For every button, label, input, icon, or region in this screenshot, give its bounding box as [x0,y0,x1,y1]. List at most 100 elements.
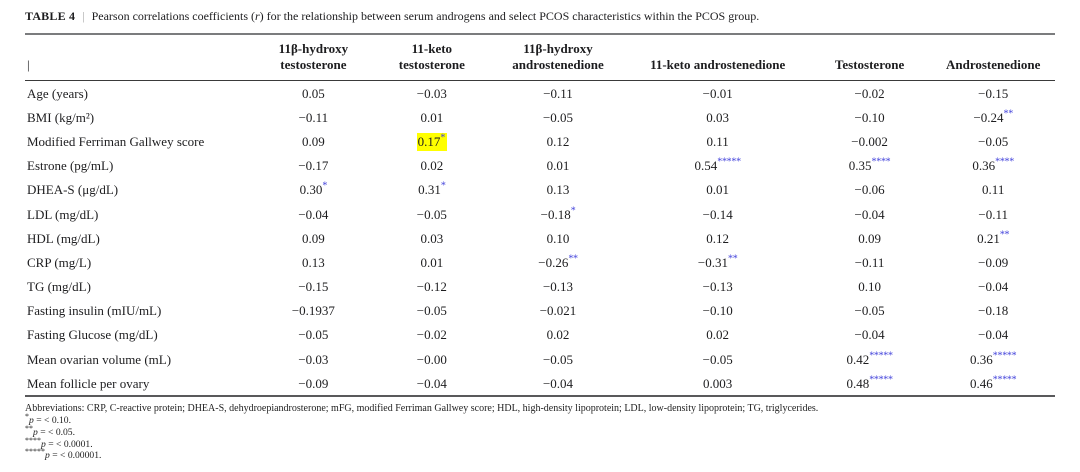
header-row: | 11β-hydroxy testosterone 11-keto testos… [25,34,1055,81]
table-cell: −0.13 [702,279,733,295]
table-cell: −0.002 [851,133,888,149]
table-cell: −0.26** [538,253,578,270]
column-header: 11β-hydroxy testosterone [278,41,349,72]
table-cell: −0.04 [978,279,1009,295]
row-label: DHEA-S (μg/dL) [27,182,119,198]
significance-asterisks: ** [1003,108,1014,120]
table-row: LDL (mg/dL) −0.04 −0.05 −0.18* −0.14 −0.04 −0.… [25,202,1055,226]
table-cell: 0.10 [546,230,570,246]
table-cell: −0.01 [702,85,733,101]
significance-asterisks: ***** [992,350,1017,362]
table-row: DHEA-S (μg/dL) 0.30* 0.31* 0.13 0.01 −0.06 0.1… [25,178,1055,202]
table-cell: −0.12 [416,279,447,295]
table-row: Mean ovarian volume (mL) −0.03 −0.00 −0.05 −… [25,347,1055,371]
row-label: TG (mg/dL) [27,279,91,295]
significance-asterisks: **** [995,156,1014,168]
table-cell: −0.11 [854,254,885,270]
table-cell: −0.10 [854,109,885,125]
table-cell: −0.05 [854,303,885,319]
table-cell: −0.09 [298,375,329,391]
significance-notes: *p = < 0.10. **p = < 0.05. ****p = < 0.000… [25,412,1055,462]
significance-asterisks: ***** [869,350,893,362]
table-cell: 0.36**** [972,156,1014,174]
column-header: 11β-hydroxy androstenedione [512,41,604,72]
row-label: Mean ovarian volume (mL) [27,351,172,367]
table-cell: −0.05 [416,206,447,222]
table-cell: −0.00 [416,351,447,367]
table-cell: 0.01 [546,158,570,174]
significance-note: *****p = < 0.00001. [25,447,102,462]
significance-asterisks: **** [871,156,891,168]
table-cell: −0.021 [539,303,577,319]
footnotes: Abbreviations: CRP, C-reactive protein; … [25,402,1055,461]
significance-asterisks: * [440,181,446,193]
significance-note: *p = < 0.10. [25,412,72,427]
table-cell: 0.02 [706,327,730,343]
table-row: HDL (mg/dL) 0.09 0.03 0.10 0.12 0.09 0.21** [25,226,1055,250]
table-cell: 0.12 [706,230,730,246]
corner-header: | [27,57,30,72]
table-cell: −0.04 [854,206,885,222]
table-cell: 0.09 [858,230,881,246]
table-cell: 0.30* [299,181,328,198]
table-cell: −0.05 [298,327,329,343]
table-cell: −0.18 [978,303,1009,319]
table-cell: −0.11 [543,85,573,101]
row-label: Estrone (pg/mL) [27,158,114,174]
table-cell: 0.35**** [848,156,891,174]
table-cell: −0.09 [978,254,1009,270]
significance-asterisks: * [322,181,328,193]
table-cell: −0.02 [416,327,447,343]
table-cell: −0.18* [540,205,576,222]
table-cell: −0.04 [854,327,885,343]
table-cell: −0.04 [978,327,1009,343]
row-label: CRP (mg/L) [27,254,92,270]
table-cell: −0.24** [973,108,1014,125]
table-title: TABLE 4 | Pearson correlations coefficient… [25,9,1055,24]
significance-note: ****p = < 0.0001. [25,435,93,450]
table-cell: −0.31** [697,253,738,270]
table-row: Age (years) 0.05 −0.03 −0.11 −0.01 −0.02 −0.15 [25,81,1055,106]
column-header: Testosterone [834,57,905,72]
caption-r-symbol: r [255,9,260,23]
table-cell: 0.21** [977,229,1010,246]
table-cell: −0.05 [702,351,733,367]
table-row: CRP (mg/L) 0.13 0.01 −0.26** −0.31** −0.11 −0.… [25,250,1055,274]
table-cell: 0.01 [420,109,444,125]
table-cell: −0.13 [542,279,574,295]
table-cell: −0.15 [298,279,329,295]
table-cell: 0.01 [420,254,444,270]
table-number-label: TABLE 4 [25,9,76,23]
table-cell: −0.05 [542,109,574,125]
table-cell: −0.04 [542,375,574,391]
table-cell: 0.09 [302,230,325,246]
column-header: Androstenedione [945,57,1041,72]
row-label: Age (years) [27,85,88,101]
table-cell: 0.48***** [846,374,893,391]
table-cell: −0.1937 [291,303,335,319]
table-cell: 0.11 [982,182,1005,198]
table-cell: 0.10 [858,279,881,295]
table-cell: −0.03 [416,85,447,101]
significance-asterisks: * [440,132,446,144]
table-cell: −0.05 [978,133,1009,149]
table-cell: −0.14 [702,206,733,222]
table-cell: 0.12 [546,133,570,149]
significance-asterisks: ** [568,253,578,265]
table-cell: −0.05 [542,351,574,367]
table-cell: 0.31* [418,181,446,198]
table-row: Mean follicle per ovary −0.09 −0.04 −0.04 0.… [25,371,1055,396]
table-cell: 0.03 [706,109,730,125]
row-label: HDL (mg/dL) [27,230,100,246]
caption-text-pre: Pearson correlations coefficients ( [91,9,255,23]
highlighted-cell: 0.17* [416,132,448,151]
correlation-table: | 11β-hydroxy testosterone 11-keto testos… [25,33,1055,397]
row-label: Modified Ferriman Gallwey score [27,133,205,149]
table-row: Estrone (pg/mL) −0.17 0.02 0.01 0.54***** 0.3… [25,154,1055,178]
table-cell: −0.11 [978,206,1008,222]
table-cell: 0.02 [546,327,570,343]
table-row: Fasting Glucose (mg/dL) −0.05 −0.02 0.02 0.0… [25,323,1055,347]
page: TABLE 4 | Pearson correlations coefficient… [25,9,1055,461]
table-cell: −0.05 [416,303,447,319]
abbreviations-note: Abbreviations: CRP, C-reactive protein; … [25,403,819,415]
